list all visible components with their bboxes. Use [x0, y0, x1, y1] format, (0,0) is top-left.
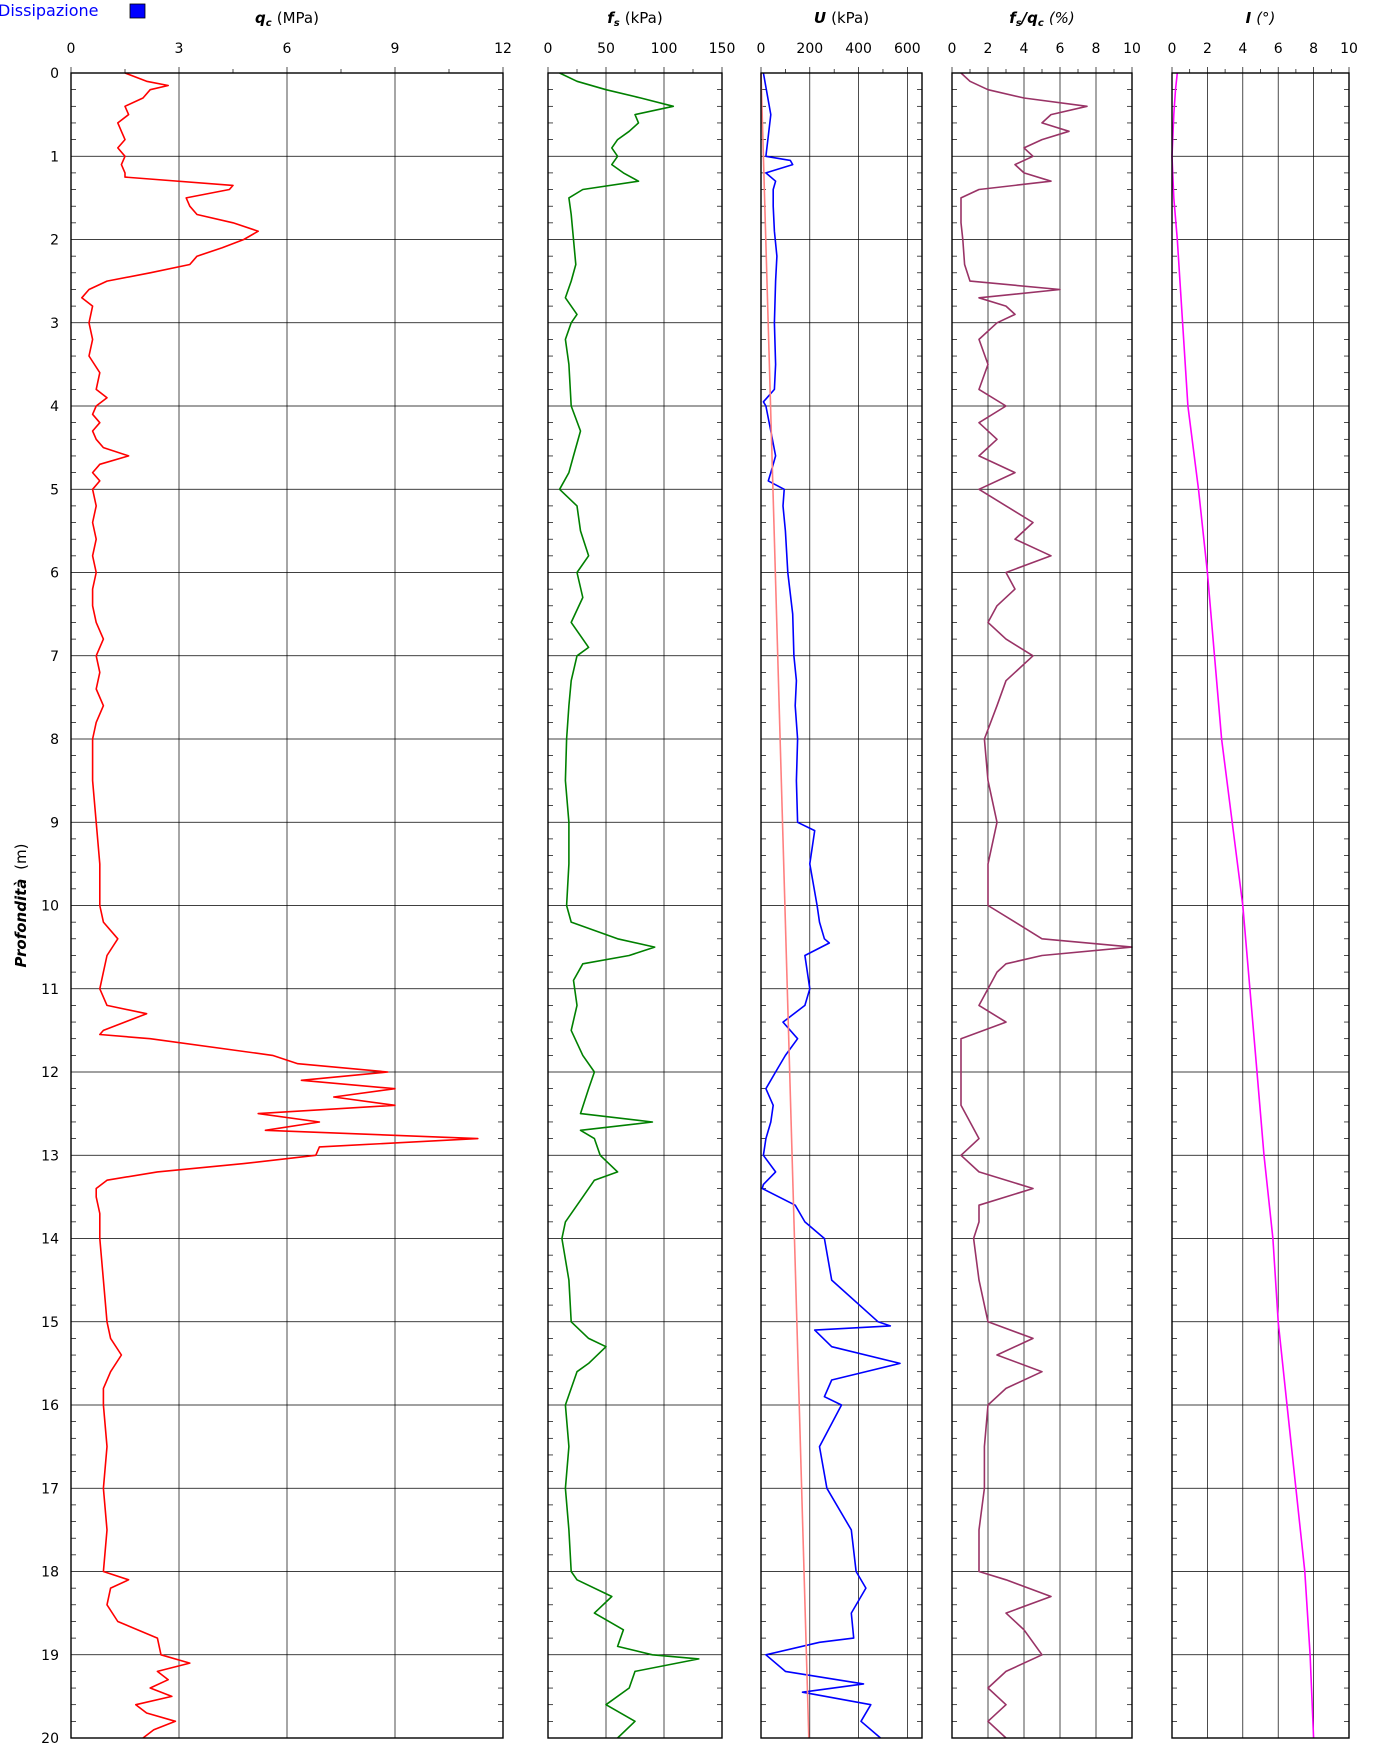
x-tick-label: 10: [1123, 41, 1141, 57]
x-tick-label: 600: [894, 41, 921, 57]
y-tick-label: 15: [41, 1315, 59, 1331]
legend: Dissipazione: [0, 1, 146, 20]
y-tick-label: 13: [41, 1148, 59, 1164]
panel-title-symbol: f: [1009, 9, 1018, 27]
x-tick-label: 0: [757, 41, 766, 57]
series-line-incl-0: [1171, 72, 1315, 1739]
y-tick-label: 0: [50, 66, 59, 82]
y-axis-label-unit: (m): [12, 843, 30, 869]
legend-swatch: [129, 3, 146, 19]
panel-title-unit: (MPa): [277, 9, 319, 27]
panel-title-subscript: s: [614, 18, 620, 29]
panel-title-symbol: f: [607, 9, 616, 27]
panel-qc: 0 3 6 9 12 qc (MPa): [67, 9, 512, 1739]
y-tick-label: 17: [41, 1481, 59, 1497]
panel-fsqc: 0 2 4 6 8 10 fs/qc (%): [948, 9, 1141, 1739]
panel-title: I (°): [1246, 9, 1276, 27]
x-tick-label: 2: [1203, 41, 1212, 57]
x-tick-label: 400: [845, 41, 872, 57]
panel-title: qc (MPa): [255, 9, 319, 29]
panel-title-subscript-2: c: [1038, 18, 1044, 29]
x-tick-label: 0: [544, 41, 553, 57]
series-line-u-0: [761, 72, 901, 1739]
panel-fs: 0 50 100 150 fs (kPa): [544, 9, 736, 1739]
panel-frame: [70, 72, 504, 1739]
panel-title-subscript: s: [1016, 18, 1022, 29]
panel-title-unit: (kPa): [831, 9, 869, 27]
panel-title-unit: (°): [1256, 9, 1275, 27]
x-tick-label: 0: [67, 41, 76, 57]
panel-title: fs (kPa): [607, 9, 662, 29]
y-tick-label: 14: [41, 1232, 59, 1248]
x-tick-label: 200: [796, 41, 823, 57]
panel-frame: [1171, 72, 1350, 1739]
x-tick-label: 2: [984, 41, 993, 57]
y-tick-label: 9: [50, 815, 59, 831]
y-tick-label: 7: [50, 649, 59, 665]
y-tick-label: 3: [50, 316, 59, 332]
y-tick-label: 16: [41, 1398, 59, 1414]
panel-title-symbol: U: [814, 9, 826, 27]
y-tick-label: 19: [41, 1648, 59, 1664]
x-tick-label: 0: [1168, 41, 1177, 57]
x-tick-label: 6: [1056, 41, 1065, 57]
y-axis-label-main: Profondità: [12, 879, 30, 968]
panel-u: 0 200 400 600 U (kPa): [757, 9, 923, 1739]
panel-frame: [547, 72, 723, 1739]
panel-incl: 0 2 4 6 8 10 I (°): [1168, 9, 1358, 1739]
y-tick-label: 4: [50, 399, 59, 415]
x-tick-label: 100: [651, 41, 678, 57]
series-line-u-1: [760, 72, 810, 1739]
x-tick-label: 10: [1340, 41, 1358, 57]
series-line-fs-0: [558, 72, 700, 1739]
y-tick-label: 12: [41, 1065, 59, 1081]
panel-title-subscript: c: [266, 18, 272, 29]
panel-title-unit: (kPa): [625, 9, 663, 27]
panel-title-symbol-2: /q: [1020, 9, 1038, 27]
y-tick-label: 10: [41, 899, 59, 915]
y-tick-label: 1: [50, 149, 59, 165]
y-tick-label: 11: [41, 982, 59, 998]
panel-frame: [760, 72, 923, 1739]
x-tick-label: 6: [283, 41, 292, 57]
panel-title-unit: (%): [1049, 9, 1075, 27]
y-tick-label: 6: [50, 566, 59, 582]
x-tick-label: 6: [1274, 41, 1283, 57]
x-tick-label: 4: [1020, 41, 1029, 57]
y-tick-label: 5: [50, 482, 59, 498]
y-tick-label: 8: [50, 732, 59, 748]
y-tick-label: 20: [41, 1731, 59, 1746]
panel-title-symbol: I: [1246, 9, 1252, 27]
x-tick-label: 12: [494, 41, 512, 57]
x-tick-label: 4: [1238, 41, 1247, 57]
x-tick-label: 3: [175, 41, 184, 57]
panel-title: fs/qc (%): [1009, 9, 1075, 29]
panel-title: U (kPa): [814, 9, 869, 27]
series-line-qc-0: [81, 72, 479, 1739]
x-tick-label: 9: [391, 41, 400, 57]
x-tick-label: 0: [948, 41, 957, 57]
x-tick-label: 8: [1309, 41, 1318, 57]
x-tick-label: 150: [709, 41, 736, 57]
x-tick-label: 8: [1092, 41, 1101, 57]
panel-title-symbol: q: [255, 9, 266, 27]
x-tick-label: 50: [597, 41, 615, 57]
y-tick-label: 2: [50, 233, 59, 249]
y-tick-label: 18: [41, 1565, 59, 1581]
legend-label: Dissipazione: [0, 1, 98, 20]
panel-frame: [951, 72, 1133, 1739]
series-line-fsqc-0: [960, 72, 1133, 1739]
y-axis-label: Profondità (m): [12, 843, 30, 967]
